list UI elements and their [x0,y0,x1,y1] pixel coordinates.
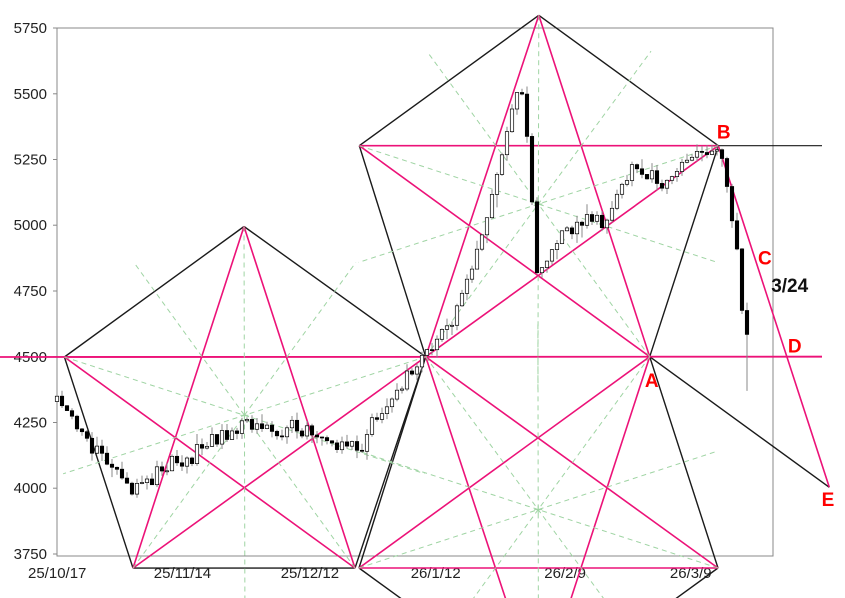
svg-text:4250: 4250 [14,415,47,432]
svg-text:D: D [788,336,802,357]
svg-text:A: A [645,371,659,392]
svg-text:5000: 5000 [14,217,47,234]
svg-text:3/24: 3/24 [771,276,808,297]
svg-text:E: E [822,490,835,511]
svg-text:5500: 5500 [14,86,47,103]
svg-text:B: B [717,122,731,143]
svg-text:C: C [758,249,772,270]
svg-text:3750: 3750 [14,546,47,563]
svg-text:4750: 4750 [14,283,47,300]
svg-text:25/10/17: 25/10/17 [28,565,86,582]
svg-text:5250: 5250 [14,152,47,169]
svg-text:4000: 4000 [14,480,47,497]
svg-text:5750: 5750 [14,20,47,37]
